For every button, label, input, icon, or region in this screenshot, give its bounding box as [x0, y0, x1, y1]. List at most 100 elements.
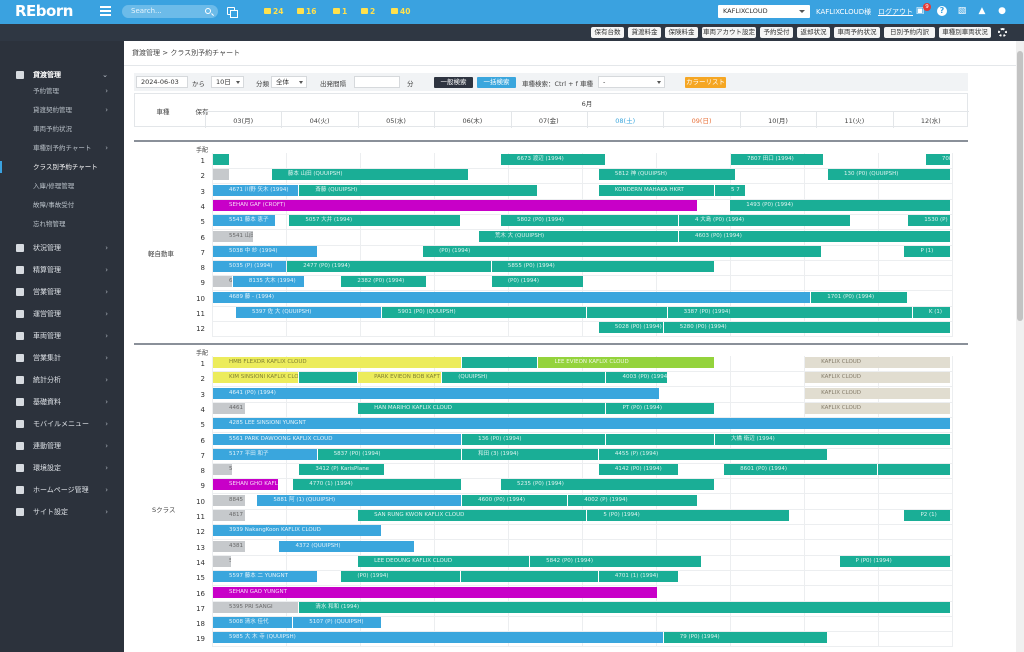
reservation-bar[interactable]: 5397 佐 大 (QUUIPSH) [235, 307, 381, 318]
reservation-bar[interactable]: HAN MARIHO KAFLIX CLOUD [358, 402, 606, 414]
color-list-button[interactable]: カラーリスト [685, 77, 726, 88]
reservation-bar[interactable]: P (1) [904, 245, 950, 257]
user-icon[interactable]: ● [998, 6, 1006, 16]
reservation-bar[interactable]: 5 7 [714, 184, 745, 196]
reservation-bar[interactable]: 4603 (P0) (1994) [679, 230, 950, 242]
date-field[interactable]: 2024-06-03 [136, 76, 188, 88]
counter-car[interactable]: 24 [264, 7, 283, 16]
reservation-bar[interactable]: 5057 大井 (1994) [289, 215, 461, 227]
reservation-bar[interactable]: 4002 (P) (1994) [568, 494, 698, 506]
reservation-bar[interactable]: 5597 藤本 二 YUNGNT [213, 571, 317, 583]
reservation-bar[interactable]: 5280 (P0) (1994) [663, 322, 950, 334]
reservation-bar[interactable]: KAFLIX CLOUD [805, 357, 950, 368]
reservation-bar[interactable]: 3412 (P) KarisPlane [299, 464, 384, 476]
reservation-bar[interactable]: 4285 LEE SINSIONI YUNGNT [213, 418, 950, 430]
cart-icon[interactable]: ▣ [915, 6, 925, 16]
sidebar-item-5[interactable]: 車両管理 › [0, 329, 124, 343]
reservation-bar[interactable]: 大橋 衛辺 (1994) [714, 433, 950, 445]
logout-link[interactable]: ログアウト [878, 8, 913, 16]
reservation-bar[interactable]: KAFLIX CLOUD [805, 402, 950, 414]
reservation-bar[interactable]: 藤本 山田 (QUUIPSH) [271, 169, 468, 181]
reservation-bar[interactable]: 5881 阿 (1) (QUUIPSH) [257, 494, 462, 506]
reservation-bar[interactable]: 3939 NakangKoon KAFLIX CLOUD [213, 525, 381, 537]
store-select[interactable]: KAFLIXCLOUD [718, 5, 810, 18]
reservation-bar[interactable]: SEHAN GAO YUNGNT [213, 586, 657, 598]
reservation-bar[interactable]: 4003 (P0) (1994) [606, 372, 667, 384]
sidebar-subitem-6[interactable]: 故障/事故受付 [0, 199, 124, 211]
reservation-bar[interactable]: 4770 (1) (1994) [293, 479, 462, 491]
toolbar-btn-daily-breakdown[interactable]: 日別予約内訳 [884, 27, 935, 38]
reservation-bar[interactable]: 5028 (P0) (1994) [598, 322, 663, 334]
reservation-bar[interactable]: 5177 平田 和子 [213, 448, 317, 460]
sidebar-subitem-2[interactable]: 車両予約状況 [0, 123, 124, 135]
sidebar-subitem-3[interactable]: 車種別予約チャート › [0, 142, 124, 154]
sidebar-item-4[interactable]: 運営管理 › [0, 307, 124, 321]
counter-car-warning[interactable]: 40 [391, 7, 410, 16]
reservation-bar[interactable]: 5360 2 [213, 555, 232, 567]
toolbar-btn-holdings[interactable]: 保有台数 [591, 27, 624, 38]
reservation-bar[interactable] [877, 464, 950, 476]
sidebar-item-10[interactable]: 連動管理 › [0, 439, 124, 453]
reservation-bar[interactable]: 4461 美 穂 [213, 402, 245, 414]
reservation-bar[interactable]: 5541 藤本 恵子 [213, 215, 276, 227]
sidebar-item-9[interactable]: モバイルメニュー › [0, 417, 124, 431]
toolbar-btn-return-status[interactable]: 返却状況 [797, 27, 830, 38]
reservation-bar[interactable]: 5855 (P0) (1994) [491, 261, 714, 273]
reservation-bar[interactable]: 2382 (P0) (1994) [341, 276, 426, 288]
sidebar-subitem-1[interactable]: 貸渡契約管理 › [0, 104, 124, 116]
reservation-bar[interactable]: 4381 美 千 [213, 540, 245, 552]
reservation-bar[interactable]: 8845 山田 1 [213, 494, 245, 506]
sidebar-subitem-5[interactable]: 入庫/修理管理 [0, 180, 124, 192]
reservation-bar[interactable]: KAFLIX CLOUD [805, 372, 950, 384]
reservation-bar[interactable]: 5561 PARK DAWOONG KAFLIX CLOUD [213, 433, 462, 445]
reservation-bar[interactable]: SEHAN GAF (CROFT) [213, 199, 698, 211]
depart-interval-input[interactable] [354, 76, 400, 88]
window-icon[interactable] [227, 7, 238, 18]
reservation-bar[interactable]: 4817 河 市 佳 [213, 510, 245, 521]
reservation-bar[interactable]: 5985 大 木 寺 (QUUIPSH) [213, 632, 663, 644]
reservation-bar[interactable]: PT (P0) (1994) [606, 402, 714, 414]
reservation-bar[interactable]: 79 (P0) (1994) [663, 632, 828, 644]
reservation-bar[interactable]: 5008 清水 佳代 [213, 617, 293, 629]
reservation-bar[interactable]: 清水 和和 (1994) [299, 601, 950, 613]
menu-toggle-icon[interactable] [100, 6, 111, 16]
reservation-bar[interactable]: 5502 佐市 5 [213, 154, 230, 165]
reservation-bar[interactable]: 4689 藤 - (1994) [213, 291, 811, 303]
toolbar-btn-insurance-fee[interactable]: 保険料金 [665, 27, 698, 38]
reservation-bar[interactable]: 3387 (P0) (1994) [667, 307, 912, 318]
search-icon[interactable] [205, 8, 211, 14]
reservation-bar[interactable] [299, 372, 358, 384]
reservation-bar[interactable]: 5837 (P0) (1994) [317, 448, 462, 460]
reservation-bar[interactable] [606, 433, 714, 445]
reservation-bar[interactable]: 136 (P0) (1994) [462, 433, 606, 445]
reservation-bar[interactable]: 130 (P0) (QUUIPSH) [828, 169, 950, 181]
reservation-bar[interactable]: (QUUIPSH) [442, 372, 606, 384]
reservation-bar[interactable]: LEE EVIEON KAFLIX CLOUD [538, 357, 714, 368]
counter-list[interactable]: 16 [297, 7, 316, 16]
reservation-bar[interactable]: 4600 (P0) (1994) [462, 494, 568, 506]
reservation-bar[interactable]: 和田 (3) (1994) [462, 448, 598, 460]
toolbar-btn-rental-fee[interactable]: 貸渡料金 [628, 27, 661, 38]
reservation-bar[interactable]: LEE DEOUNG KAFLIX CLOUD [358, 555, 530, 567]
reservation-bar[interactable]: KONDERN MAHAKA HKRT [598, 184, 714, 196]
reservation-bar[interactable]: 4671 川野 矢木 (1994) [213, 184, 299, 196]
brand-logo[interactable]: REborn [15, 2, 73, 20]
reservation-bar[interactable]: 1530 (P) [908, 215, 950, 227]
reservation-bar[interactable]: (P0) (1994) [491, 276, 583, 288]
reservation-bar[interactable]: (P0) (1994) [341, 571, 461, 583]
sidebar-item-13[interactable]: サイト設定 › [0, 505, 124, 519]
reservation-bar[interactable]: 5107 (P) (QUUIPSH) [293, 617, 381, 629]
toolbar-btn-vehicle-account[interactable]: 車両アカウト設定 [702, 27, 756, 38]
category-select[interactable]: 全体 [271, 76, 307, 88]
bulk-search-button[interactable]: 一括検索 [477, 77, 516, 88]
reservation-bar[interactable]: 5802 (P0) (1994) [501, 215, 679, 227]
reservation-bar[interactable]: 斎藤 (QUUIPSH) [299, 184, 537, 196]
sidebar-subitem-7[interactable]: 忘れ物管理 [0, 218, 124, 230]
reservation-bar[interactable] [587, 307, 667, 318]
reservation-bar[interactable]: 8601 (P0) (1994) [724, 464, 877, 476]
reservation-bar[interactable]: 1493 (P0) (1994) [730, 199, 950, 211]
reservation-bar[interactable]: 5842 (P0) (1994) [530, 555, 701, 567]
reservation-bar[interactable]: 4142 (P0) (1994) [598, 464, 679, 476]
reservation-bar[interactable]: 4701 (1) (1994) [598, 571, 679, 583]
counter-car-out[interactable]: 1 [333, 7, 347, 16]
